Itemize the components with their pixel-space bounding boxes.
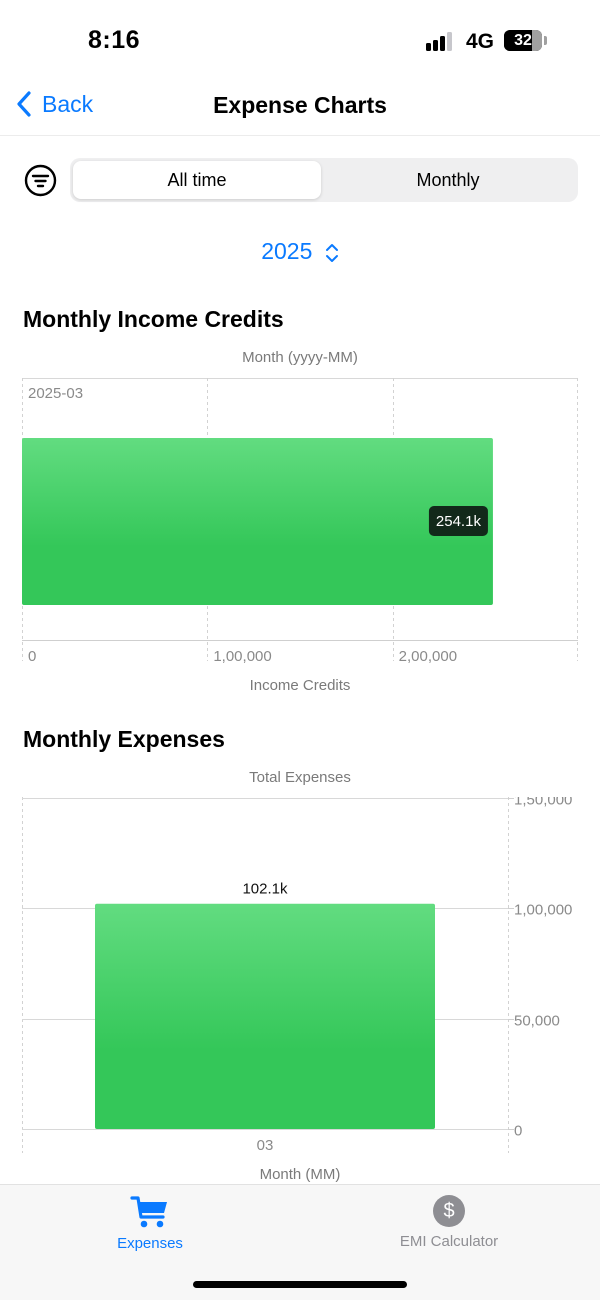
income-section-title: Monthly Income Credits (23, 306, 284, 332)
expenses-x-axis-title: Month (MM) (259, 1166, 341, 1183)
x-tick-label: 2,00,000 (399, 648, 457, 665)
network-type: 4G (466, 30, 495, 53)
chevron-left-icon (17, 91, 31, 117)
navigation-bar: Back Expense Charts (0, 80, 600, 136)
y-tick-label: 50,000 (514, 1013, 560, 1030)
expenses-section-title: Monthly Expenses (23, 726, 225, 752)
page-title: Expense Charts (213, 92, 387, 118)
income-bar (22, 438, 493, 605)
battery-level: 32 (514, 32, 532, 49)
expenses-top-axis-title: Total Expenses (249, 769, 351, 786)
y-tick-label: 1,50,000 (514, 797, 572, 809)
chevron-up-down-icon (325, 243, 338, 262)
tab-expenses[interactable]: Expenses (70, 1195, 230, 1252)
tab-bar: Expenses $ EMI Calculator (0, 1184, 600, 1300)
data-label: 254.1k (436, 513, 482, 530)
income-y-axis-title: Month (yyyy-MM) (242, 349, 358, 366)
segment-monthly[interactable]: Monthly (416, 170, 480, 190)
cart-icon (130, 1196, 167, 1228)
income-credits-chart: 0 1,00,000 2,00,000 2025-03 254.1k (22, 378, 578, 665)
expenses-bar (95, 903, 435, 1129)
data-label-badge (428, 506, 488, 536)
y-tick-label: 1,00,000 (514, 902, 572, 919)
segment-all-time[interactable]: All time (73, 161, 321, 199)
dollar-icon: $ (433, 1195, 465, 1227)
time-range-segmented-control: All time Monthly (70, 158, 578, 202)
x-tick-label: 1,00,000 (213, 648, 271, 665)
battery-tip (544, 36, 547, 45)
status-time: 8:16 (88, 26, 141, 54)
x-category-label: 03 (257, 1137, 274, 1154)
monthly-expenses-chart: 0 50,000 1,00,000 1,50,000 102.1k 03 (22, 797, 572, 1154)
income-x-axis-title: Income Credits (249, 677, 351, 694)
cellular-signal-icon (426, 31, 458, 51)
filter-button[interactable] (24, 164, 57, 197)
tab-expenses-label: Expenses (117, 1235, 183, 1252)
year-picker[interactable]: 2025 (0, 238, 600, 265)
battery-icon: 32 (504, 30, 542, 51)
home-indicator (193, 1281, 407, 1288)
status-bar: 8:16 4G 32 (0, 0, 600, 80)
y-category-label: 2025-03 (28, 385, 83, 402)
tab-emi-label: EMI Calculator (399, 1233, 499, 1250)
x-tick-label: 0 (28, 648, 36, 665)
year-value: 2025 (261, 238, 313, 264)
filter-icon (24, 164, 57, 197)
y-tick-label: 0 (514, 1123, 522, 1140)
back-button[interactable]: Back (16, 90, 93, 118)
data-label: 102.1k (242, 881, 288, 898)
back-label: Back (42, 90, 94, 117)
tab-emi-calculator[interactable]: $ EMI Calculator (369, 1195, 529, 1250)
